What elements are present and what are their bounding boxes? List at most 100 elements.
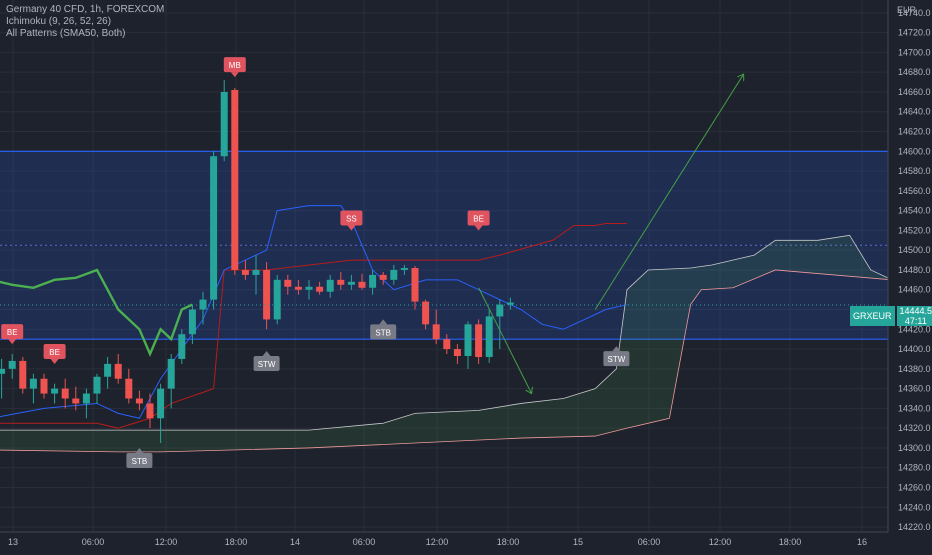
senkou-span-b xyxy=(0,269,932,453)
y-tick-label: 14380.0 xyxy=(898,364,931,374)
candle-body xyxy=(326,279,334,292)
x-tick-label: 15 xyxy=(573,537,583,547)
candle xyxy=(443,334,451,355)
x-tick-label: 12:00 xyxy=(426,537,449,547)
pattern-box xyxy=(467,210,490,226)
candle xyxy=(199,291,207,325)
candle xyxy=(93,373,101,404)
pattern-pointer xyxy=(612,346,621,352)
candle-body xyxy=(188,309,196,335)
candle-body xyxy=(347,281,355,285)
candles xyxy=(0,80,514,444)
pattern-text: STW xyxy=(608,355,626,364)
pattern-text: STB xyxy=(132,457,148,466)
candle-body xyxy=(40,378,48,394)
pattern-box xyxy=(43,343,66,359)
pattern-pointer xyxy=(230,72,239,78)
candle-body xyxy=(157,388,165,419)
y-tick-label: 14520.0 xyxy=(898,225,931,235)
pattern-text: BE xyxy=(49,348,60,357)
candle-body xyxy=(485,316,493,357)
pattern-pointer xyxy=(347,225,356,231)
pattern-text: MB xyxy=(229,61,241,70)
candle xyxy=(167,354,175,409)
pattern-text: SS xyxy=(346,214,357,223)
candle xyxy=(379,271,387,285)
pattern-pointer xyxy=(50,358,59,364)
candle xyxy=(485,309,493,363)
pattern-label: STB xyxy=(126,447,153,468)
y-tick-label: 14560.0 xyxy=(898,186,931,196)
pattern-label: STW xyxy=(603,346,630,367)
y-tick-label: 14340.0 xyxy=(898,403,931,413)
pattern-label: STB xyxy=(370,319,397,340)
patterns-legend[interactable]: All Patterns (SMA50, Both) xyxy=(6,28,126,39)
pattern-pointer xyxy=(379,319,388,325)
candle-body xyxy=(369,274,377,288)
candle-body xyxy=(400,267,408,270)
pattern-box xyxy=(370,324,397,340)
candle xyxy=(475,319,483,364)
y-tick-label: 14320.0 xyxy=(898,423,931,433)
y-tick-label: 14680.0 xyxy=(898,67,931,77)
y-tick-label: 14300.0 xyxy=(898,443,931,453)
candle xyxy=(316,281,324,295)
candle xyxy=(51,383,59,404)
candle-body xyxy=(125,378,133,399)
candle-body xyxy=(231,89,239,270)
candle-body xyxy=(453,349,461,356)
candle-body xyxy=(379,274,387,280)
candle-body xyxy=(496,304,504,317)
y-tick-label: 14420.0 xyxy=(898,324,931,334)
x-tick-label: 06:00 xyxy=(353,537,376,547)
candle-body xyxy=(390,269,398,280)
candle xyxy=(400,265,408,275)
y-tick-label: 14700.0 xyxy=(898,47,931,57)
candle xyxy=(157,383,165,444)
x-tick-label: 18:00 xyxy=(497,537,520,547)
candle xyxy=(146,393,154,429)
pattern-box xyxy=(603,351,630,367)
candle-body xyxy=(241,269,249,275)
y-tick-label: 14220.0 xyxy=(898,522,931,532)
plot-background xyxy=(0,0,888,532)
candle-body xyxy=(305,286,313,290)
candle xyxy=(369,269,377,295)
candle-body xyxy=(51,388,59,394)
candle xyxy=(40,373,48,399)
candle xyxy=(326,274,334,298)
candle-body xyxy=(0,368,6,374)
chikou-span xyxy=(0,268,193,358)
x-tick-label: 12:00 xyxy=(709,537,732,547)
y-tick-label: 14480.0 xyxy=(898,265,931,275)
ichimoku-legend[interactable]: Ichimoku (9, 26, 52, 26) xyxy=(6,16,112,27)
pattern-box xyxy=(253,356,280,372)
x-tick-label: 06:00 xyxy=(82,537,105,547)
projection-arrow xyxy=(478,287,532,394)
kumo-cloud xyxy=(0,235,932,452)
x-tick-label: 18:00 xyxy=(225,537,248,547)
candle xyxy=(411,266,419,310)
candle xyxy=(464,321,472,369)
candle xyxy=(178,329,186,364)
pattern-label: BE xyxy=(1,324,24,345)
symbol-title[interactable]: Germany 40 CFD, 1h, FOREXCOM xyxy=(6,4,165,15)
candle-body xyxy=(114,363,122,379)
candle-body xyxy=(29,378,37,389)
candle-body xyxy=(464,324,472,356)
price-tag-symbol: GRXEUR xyxy=(850,306,895,326)
candle xyxy=(231,88,239,275)
plot-area: BE BE STB MB STW SS STB BE STW xyxy=(0,0,932,532)
pattern-text: BE xyxy=(473,214,484,223)
y-tick-label: 14360.0 xyxy=(898,384,931,394)
x-tick-label: 14 xyxy=(290,537,300,547)
candle-body xyxy=(82,393,90,404)
price-axis-bg xyxy=(888,0,932,550)
y-tick-label: 14740.0 xyxy=(898,8,931,18)
candle xyxy=(347,274,355,290)
candle-body xyxy=(475,324,483,357)
candle xyxy=(284,274,292,295)
